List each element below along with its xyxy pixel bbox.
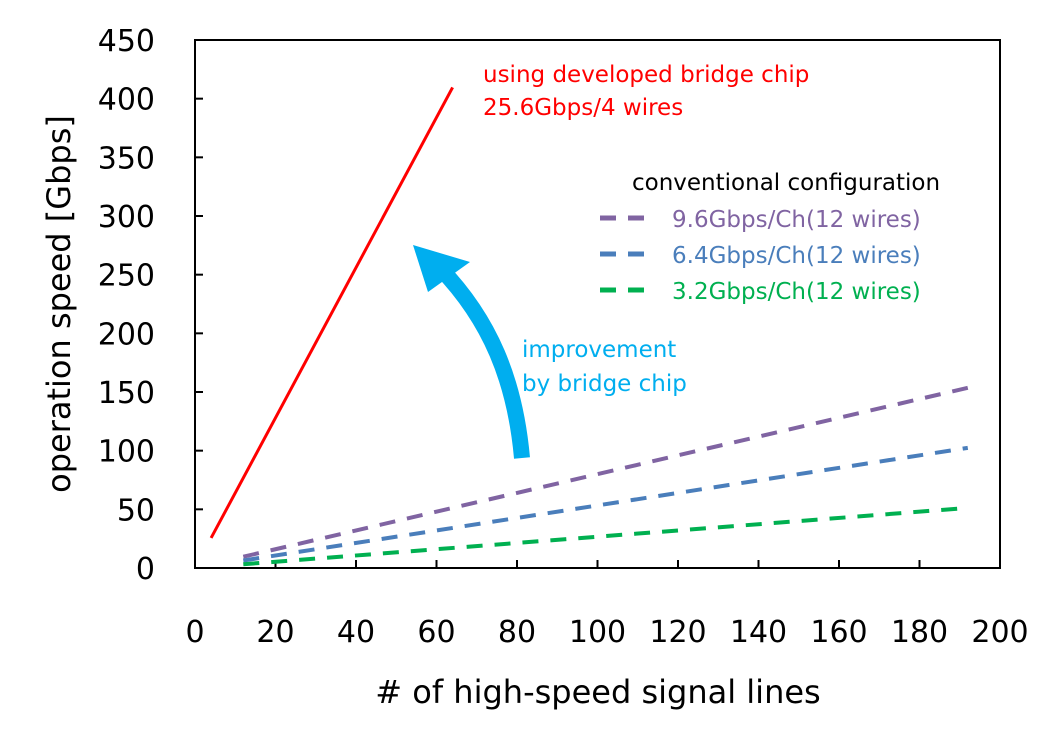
- x-tick-label: 200: [971, 615, 1028, 650]
- improvement-arrow: [434, 262, 530, 459]
- x-tick-label: 120: [649, 615, 706, 650]
- y-tick-label: 100: [98, 435, 155, 470]
- x-tick-label: 140: [730, 615, 787, 650]
- legend-label: 9.6Gbps/Ch(12 wires): [672, 207, 921, 233]
- y-tick-label: 200: [98, 317, 155, 352]
- y-tick-label: 450: [98, 24, 155, 59]
- y-tick-label: 300: [98, 200, 155, 235]
- series-line-3: [243, 505, 968, 567]
- x-tick-label: 100: [569, 615, 626, 650]
- y-tick-label: 400: [98, 83, 155, 118]
- y-tick-label: 50: [117, 493, 155, 528]
- x-tick-label: 80: [498, 615, 536, 650]
- y-tick-label: 250: [98, 259, 155, 294]
- x-tick-label: 0: [185, 615, 204, 650]
- series-line-0: [209, 86, 454, 539]
- y-tick-label: 150: [98, 376, 155, 411]
- x-tick-label: 160: [810, 615, 867, 650]
- legend-label: 3.2Gbps/Ch(12 wires): [672, 279, 921, 305]
- x-tick-label: 60: [417, 615, 455, 650]
- arrow-label-line2: by bridge chip: [522, 371, 687, 397]
- series-line-1: [242, 385, 969, 559]
- arrow-label-line1: improvement: [522, 337, 676, 363]
- x-tick-label: 20: [256, 615, 294, 650]
- legend-title: conventional configuration: [632, 170, 940, 196]
- x-axis-label: # of high-speed signal lines: [375, 673, 820, 711]
- red-label-line1: using developed bridge chip: [483, 62, 809, 88]
- y-tick-label: 350: [98, 141, 155, 176]
- red-label-line2: 25.6Gbps/4 wires: [483, 95, 683, 121]
- legend-label: 6.4Gbps/Ch(12 wires): [672, 243, 921, 269]
- series-line-2: [242, 445, 969, 563]
- legend: 9.6Gbps/Ch(12 wires) 6.4Gbps/Ch(12 wires)…: [600, 207, 921, 305]
- y-tick-label: 0: [136, 552, 155, 587]
- improvement-arrow-head: [413, 245, 470, 292]
- x-tick-label: 40: [337, 615, 375, 650]
- x-tick-label: 180: [891, 615, 948, 650]
- y-axis-label: operation speed [Gbps]: [40, 115, 78, 493]
